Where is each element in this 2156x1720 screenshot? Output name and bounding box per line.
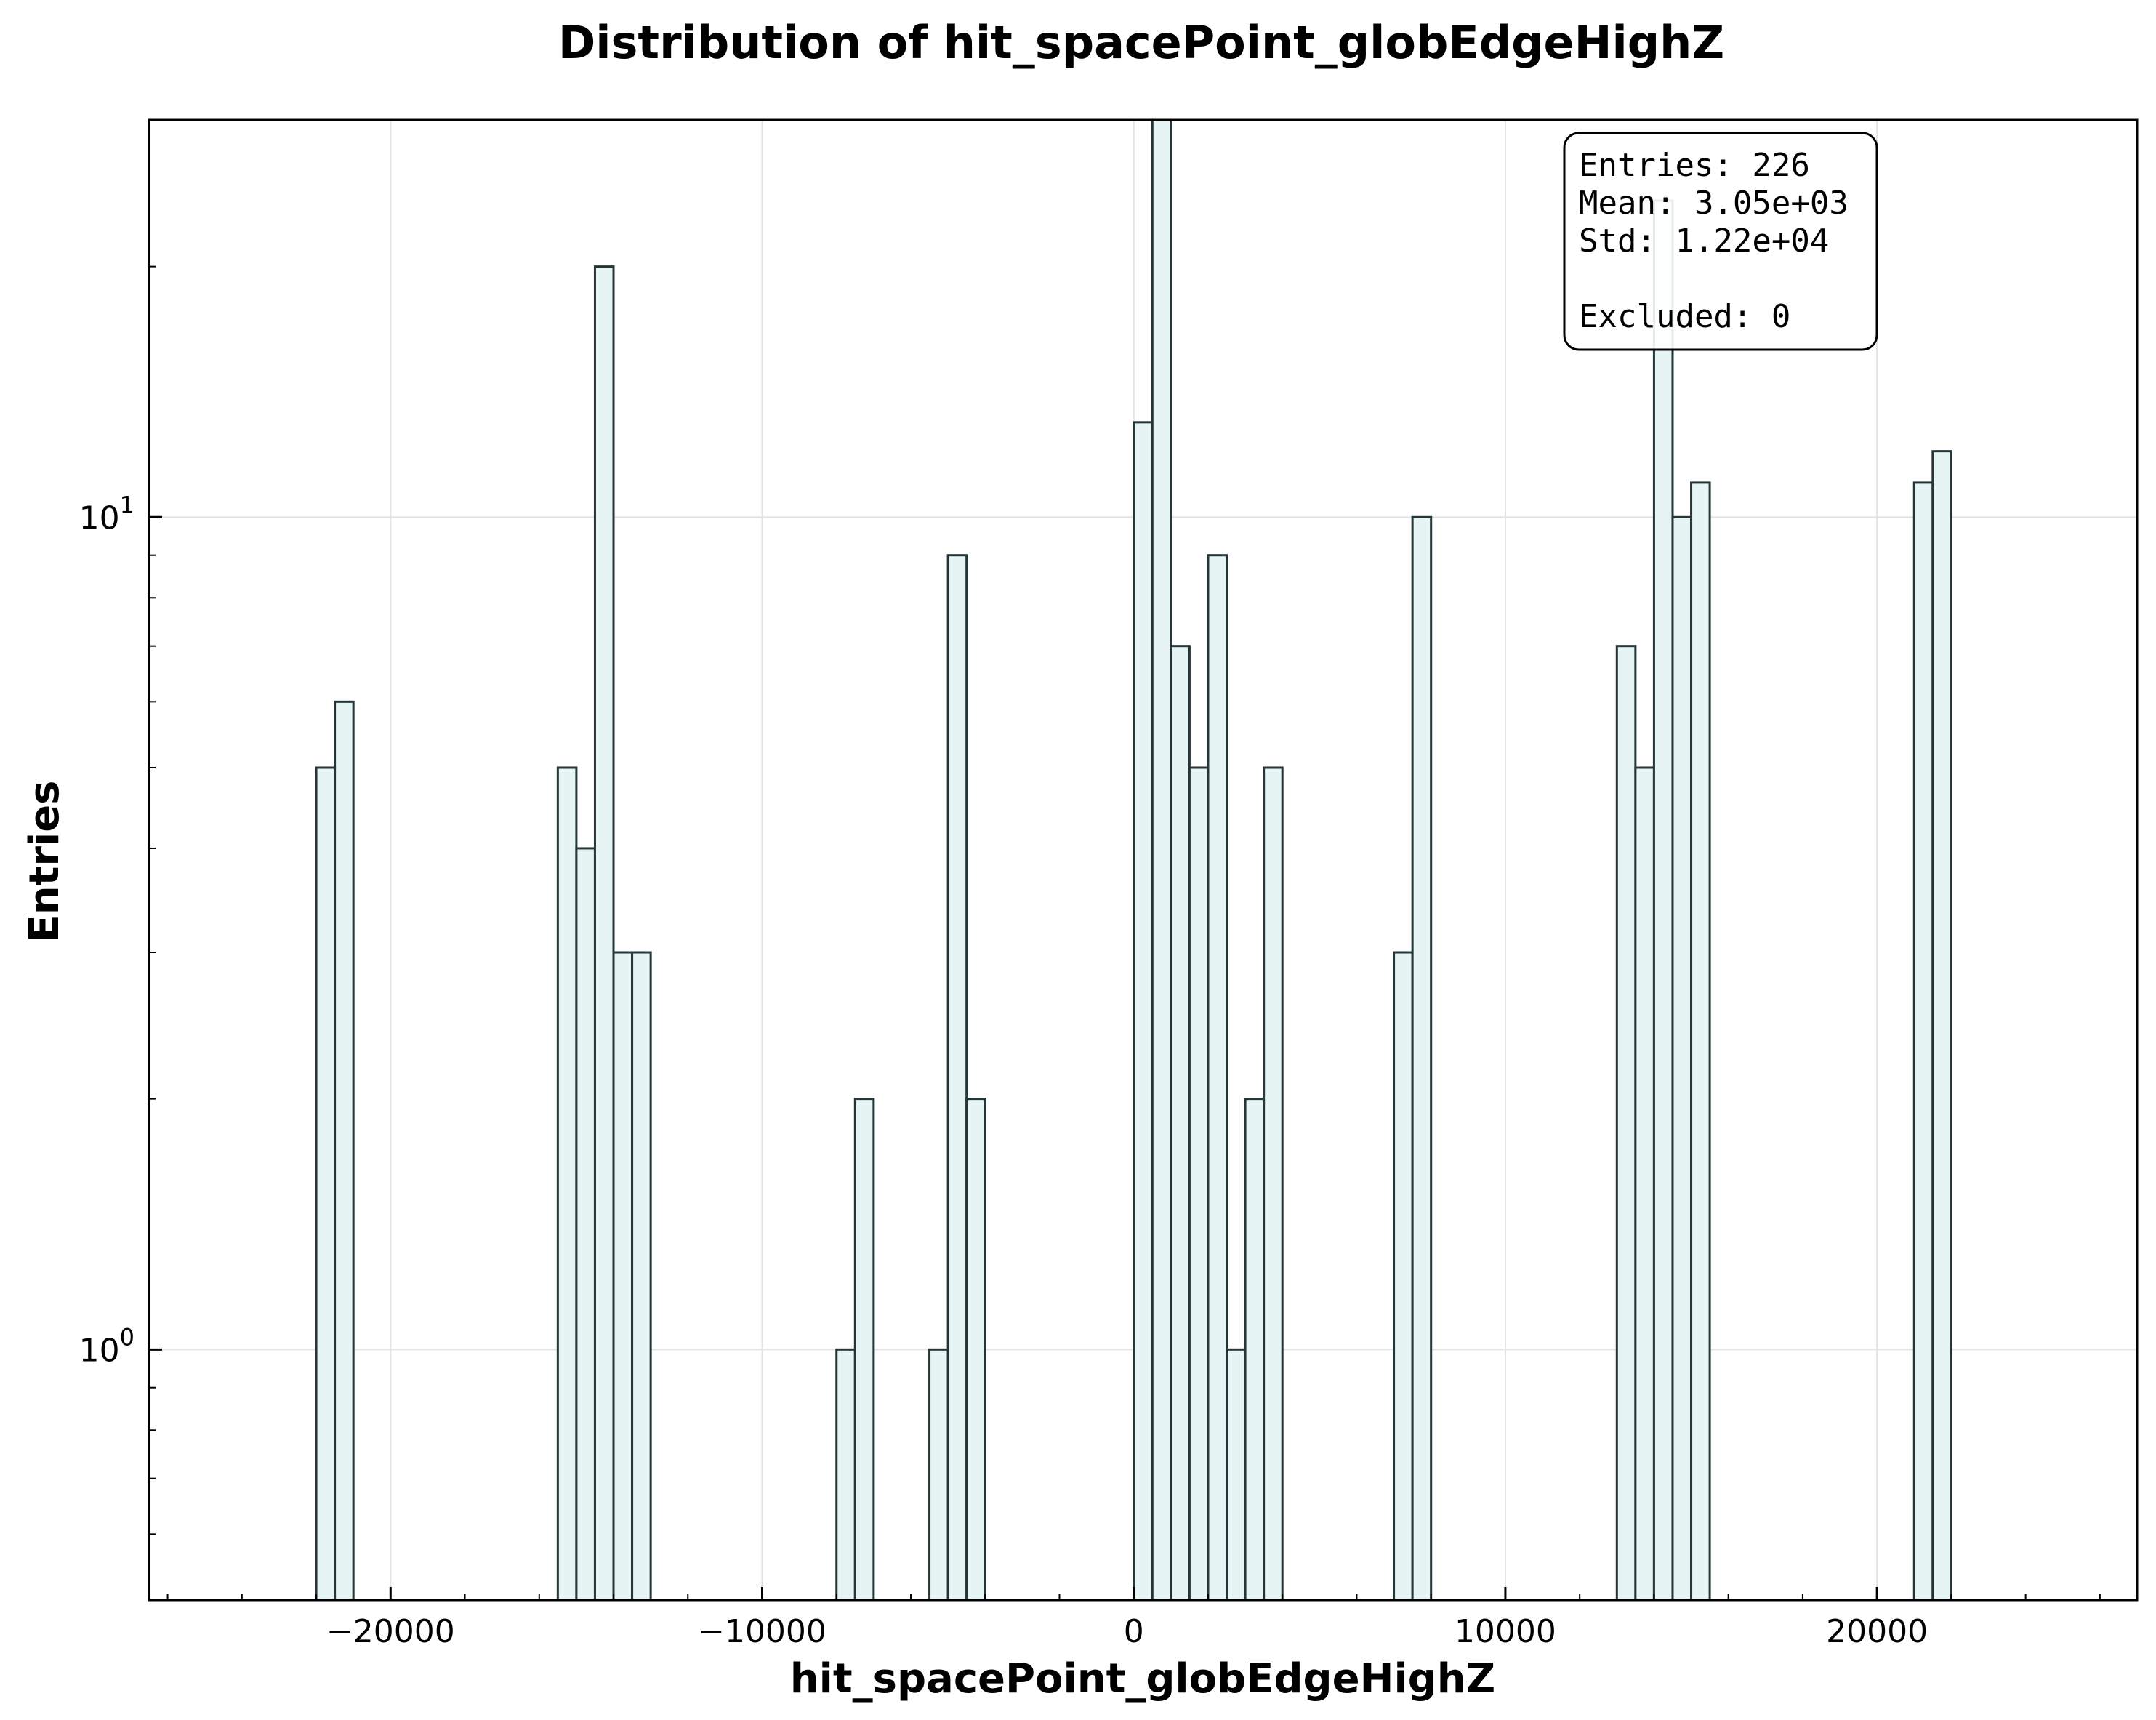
axis-ticks: −20000 −10000 0 10000 20000 100 101 <box>79 119 2101 1650</box>
histogram-bar <box>575 847 596 1602</box>
histogram-bar <box>965 1098 986 1602</box>
histogram-bar <box>928 1348 949 1602</box>
histogram-bar <box>1690 481 1711 1602</box>
plot-frame <box>148 118 2139 1602</box>
histogram-bar <box>1652 199 1674 1602</box>
y-tick-label: 100 <box>79 1323 134 1369</box>
histogram-bar <box>946 554 968 1602</box>
histogram-bar <box>1133 421 1154 1602</box>
stats-line-excluded: Excluded: 0 <box>1579 298 1790 335</box>
histogram-bar <box>556 766 578 1602</box>
histogram-bar <box>1615 645 1637 1602</box>
histogram-bar <box>1912 481 1934 1602</box>
histogram-bar <box>1226 1348 1247 1602</box>
x-tick-label: 10000 <box>1455 1613 1556 1650</box>
histogram-bar <box>853 1098 875 1602</box>
histogram-bar <box>1411 515 1433 1602</box>
histogram-bar <box>1188 766 1210 1602</box>
histogram-bar <box>1244 1098 1266 1602</box>
histogram-bar <box>593 265 615 1602</box>
histogram-bar <box>1207 554 1228 1602</box>
y-tick-label: 101 <box>79 491 134 537</box>
stats-line-std: Std: 1.22e+04 <box>1579 222 1829 260</box>
histogram-bar <box>1263 766 1284 1602</box>
y-axis-label: Entries <box>21 780 68 942</box>
histogram-bar <box>835 1348 856 1602</box>
stats-box-frame <box>1563 132 1878 351</box>
stats-line-entries: Entries: 226 <box>1579 147 1810 184</box>
x-tick-label: −20000 <box>326 1613 455 1650</box>
histogram-bar <box>1931 450 1952 1602</box>
histogram-bar <box>1170 645 1191 1602</box>
histogram-bar <box>1671 515 1693 1602</box>
histogram-bar <box>1151 118 1172 1602</box>
x-axis-label: hit_spacePoint_globEdgeHighZ <box>790 1655 1495 1703</box>
histogram-bar <box>631 951 652 1602</box>
stats-line-mean: Mean: 3.05e+03 <box>1579 185 1849 222</box>
x-tick-label: −10000 <box>698 1613 826 1650</box>
chart-title: Distribution of hit_spacePoint_globEdgeH… <box>558 16 1724 69</box>
histogram-bar <box>612 951 634 1602</box>
x-tick-label: 20000 <box>1826 1613 1928 1650</box>
histogram-bar <box>334 700 355 1602</box>
x-tick-label: 0 <box>1124 1613 1144 1650</box>
histogram-bar <box>315 766 337 1602</box>
histogram-bar <box>1393 951 1414 1602</box>
histogram-bar <box>1634 766 1655 1602</box>
stats-box: Entries: 226 Mean: 3.05e+03 Std: 1.22e+0… <box>1563 132 1878 351</box>
